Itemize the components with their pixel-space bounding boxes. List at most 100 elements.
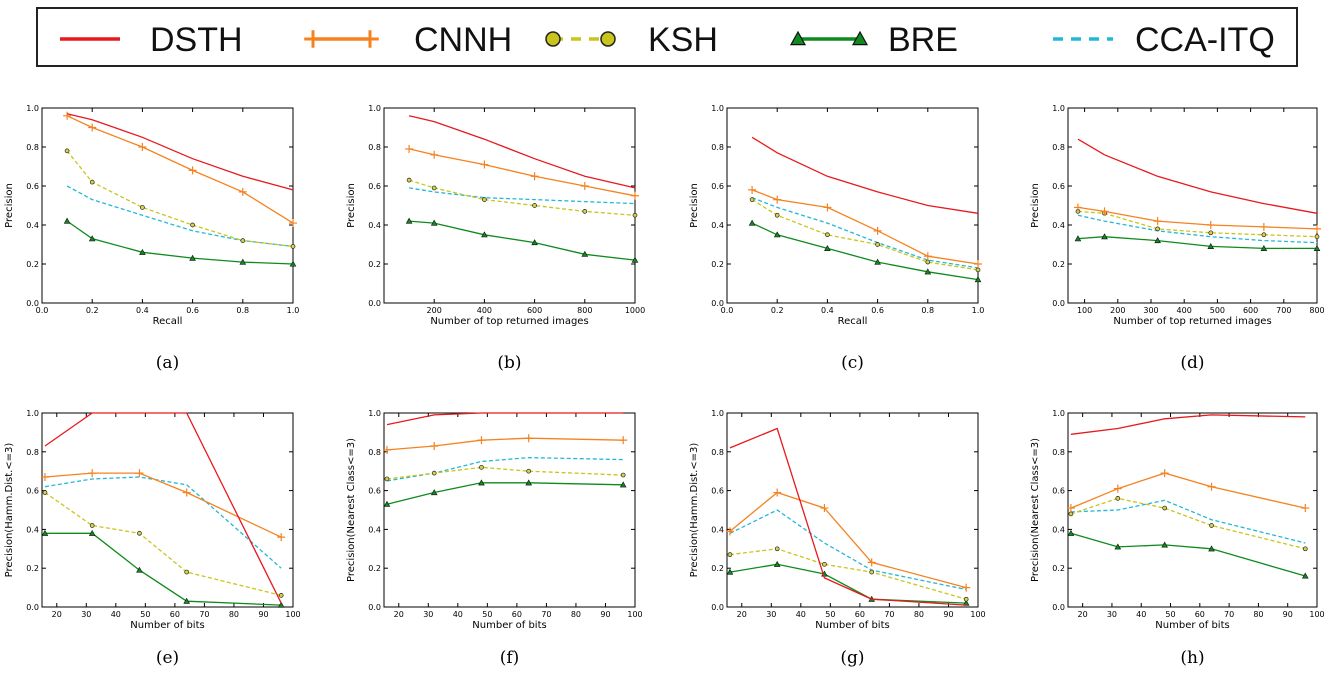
data-point	[525, 479, 533, 486]
data-point	[188, 166, 197, 175]
x-tick-label: 0.8	[236, 306, 249, 315]
series-cca-itq	[408, 187, 636, 205]
data-point	[239, 258, 247, 265]
y-tick-label: 0.4	[26, 221, 39, 230]
series-line	[44, 476, 282, 569]
y-tick-label: 0.6	[1052, 182, 1065, 191]
x-tick-label: 30	[766, 610, 776, 619]
y-axis-label: Precision	[1030, 183, 1041, 228]
data-point	[478, 479, 485, 486]
x-tick-label: 0.8	[921, 306, 934, 315]
y-tick-label: 0.0	[711, 299, 724, 308]
data-point	[1160, 469, 1169, 478]
y-tick-label: 0.0	[711, 603, 724, 612]
series-line	[1070, 499, 1306, 544]
data-point	[1302, 546, 1308, 552]
y-tick-label: 1.0	[711, 409, 724, 418]
data-point	[479, 464, 484, 470]
series-cnnh	[1066, 469, 1310, 513]
series-line	[1077, 236, 1317, 250]
x-tick-label: 80	[1253, 610, 1263, 619]
data-point	[869, 569, 875, 575]
data-point	[532, 203, 537, 208]
x-tick-label: 20	[394, 610, 404, 619]
x-tick-label: 800	[577, 306, 592, 315]
series-line	[751, 189, 979, 265]
data-point	[1313, 244, 1321, 251]
x-tick-label: 20	[1078, 610, 1088, 619]
data-point	[773, 488, 782, 497]
data-point	[1162, 505, 1168, 511]
chart-panel: 0.0 0.2 0.4 0.6 0.8 1.0 200 400 600 800 1000 Number…	[346, 104, 645, 373]
data-point	[874, 258, 881, 265]
x-tick-label: 0.2	[86, 306, 99, 315]
series-line	[751, 197, 979, 269]
data-point	[135, 469, 144, 478]
series-line	[408, 148, 636, 197]
series-line	[44, 412, 282, 604]
data-point	[619, 436, 628, 445]
x-tick-label: 100	[1309, 610, 1324, 619]
plot-frame	[1067, 412, 1318, 608]
x-tick-label: 400	[1177, 306, 1192, 315]
series-cnnh	[748, 185, 982, 268]
x-tick-label: 0.6	[186, 306, 199, 315]
series-bre	[748, 219, 982, 283]
y-axis-label: Precision(Nearest Class<=3)	[1030, 438, 1041, 582]
y-tick-label: 0.0	[368, 603, 381, 612]
data-point	[238, 187, 247, 196]
data-point	[1068, 511, 1074, 517]
data-point	[405, 217, 413, 224]
y-tick-label: 0.8	[1052, 143, 1065, 152]
data-point	[820, 504, 829, 513]
data-point	[773, 231, 781, 238]
panel-caption: (b)	[497, 353, 521, 373]
y-tick-label: 0.8	[368, 143, 381, 152]
data-point	[963, 596, 969, 602]
data-point	[184, 569, 190, 575]
legend-label: KSH	[648, 21, 718, 59]
x-tick-label: 0.0	[36, 306, 49, 315]
data-point	[42, 490, 48, 495]
data-point	[406, 177, 412, 183]
plot-frame	[726, 412, 979, 608]
data-point	[1259, 222, 1268, 231]
series-cca-itq	[66, 185, 294, 248]
series-bre	[41, 529, 285, 608]
data-point	[289, 219, 297, 228]
data-point	[138, 143, 147, 151]
y-tick-label: 0.0	[1052, 299, 1065, 308]
data-point	[924, 268, 932, 275]
data-point	[773, 560, 781, 567]
series-cnnh	[1073, 203, 1321, 233]
plot-frame	[383, 412, 636, 608]
data-point	[824, 244, 831, 251]
x-tick-label: 200	[427, 306, 442, 315]
series-ksh	[727, 546, 969, 602]
y-tick-label: 0.2	[368, 564, 381, 573]
y-tick-label: 0.2	[368, 260, 381, 269]
x-tick-label: 400	[477, 306, 492, 315]
data-point	[1073, 203, 1082, 212]
y-tick-label: 0.2	[1052, 260, 1065, 269]
x-tick-label: 0.6	[871, 306, 884, 315]
series-ksh	[64, 148, 296, 249]
data-point	[619, 481, 627, 488]
panel-caption: (e)	[156, 648, 179, 668]
series-dsth	[729, 427, 967, 606]
x-axis-label: Recall	[153, 316, 183, 327]
x-tick-label: 30	[423, 610, 433, 619]
y-tick-label: 0.8	[711, 448, 724, 457]
legend-label: CNNH	[414, 21, 512, 59]
data-point	[1074, 235, 1082, 242]
x-tick-label: 40	[453, 610, 463, 619]
series-line	[66, 150, 294, 248]
data-point	[773, 195, 782, 204]
series-bre	[1067, 529, 1309, 579]
x-tick-label: 600	[1243, 306, 1258, 315]
series-ksh	[384, 464, 626, 482]
data-point	[482, 197, 487, 202]
data-point	[88, 529, 96, 536]
data-point	[974, 260, 982, 268]
y-tick-label: 0.0	[1052, 603, 1065, 612]
